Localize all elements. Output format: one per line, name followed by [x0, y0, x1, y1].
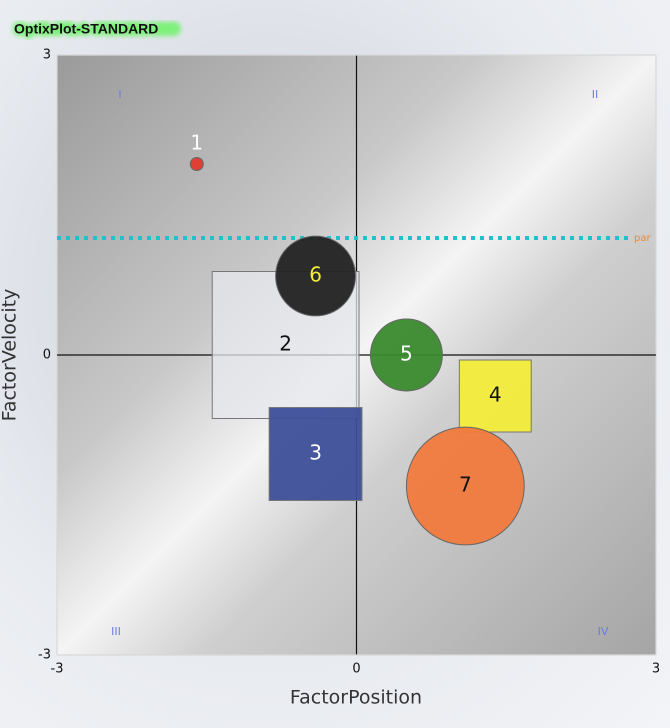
- quadrant-label: I: [118, 88, 121, 101]
- x-tick-label: 0: [352, 662, 360, 677]
- chart-title: OptixPlot-STANDARD: [14, 21, 158, 37]
- bubble: [189, 157, 204, 171]
- y-axis-label: FactorVelocity: [0, 289, 21, 422]
- point-label: 1: [190, 131, 203, 155]
- point-label: 3: [309, 441, 322, 465]
- point-label: 4: [489, 383, 502, 407]
- square-marker: [268, 407, 363, 501]
- quadrant-label: II: [592, 88, 599, 101]
- point-label: 2: [279, 332, 292, 356]
- quadrant-label: IV: [598, 625, 609, 638]
- x-tick-label: -3: [51, 662, 64, 677]
- y-tick-label: 0: [43, 348, 51, 363]
- square-marker: [458, 359, 532, 433]
- point-label: 6: [309, 263, 322, 287]
- reference-label: par: [634, 233, 651, 244]
- y-tick-label: 3: [43, 48, 51, 63]
- x-axis-label: FactorPosition: [290, 687, 422, 709]
- bubble: [405, 426, 525, 546]
- y-tick-label: -3: [38, 648, 51, 663]
- title-glow: OptixPlot-STANDARD: [14, 22, 180, 38]
- bubble: [369, 318, 443, 392]
- x-tick-label: 3: [652, 662, 660, 677]
- quadrant-label: III: [111, 625, 121, 638]
- point-label: 7: [459, 473, 472, 497]
- bubble: [275, 235, 357, 317]
- point-label: 5: [400, 342, 413, 366]
